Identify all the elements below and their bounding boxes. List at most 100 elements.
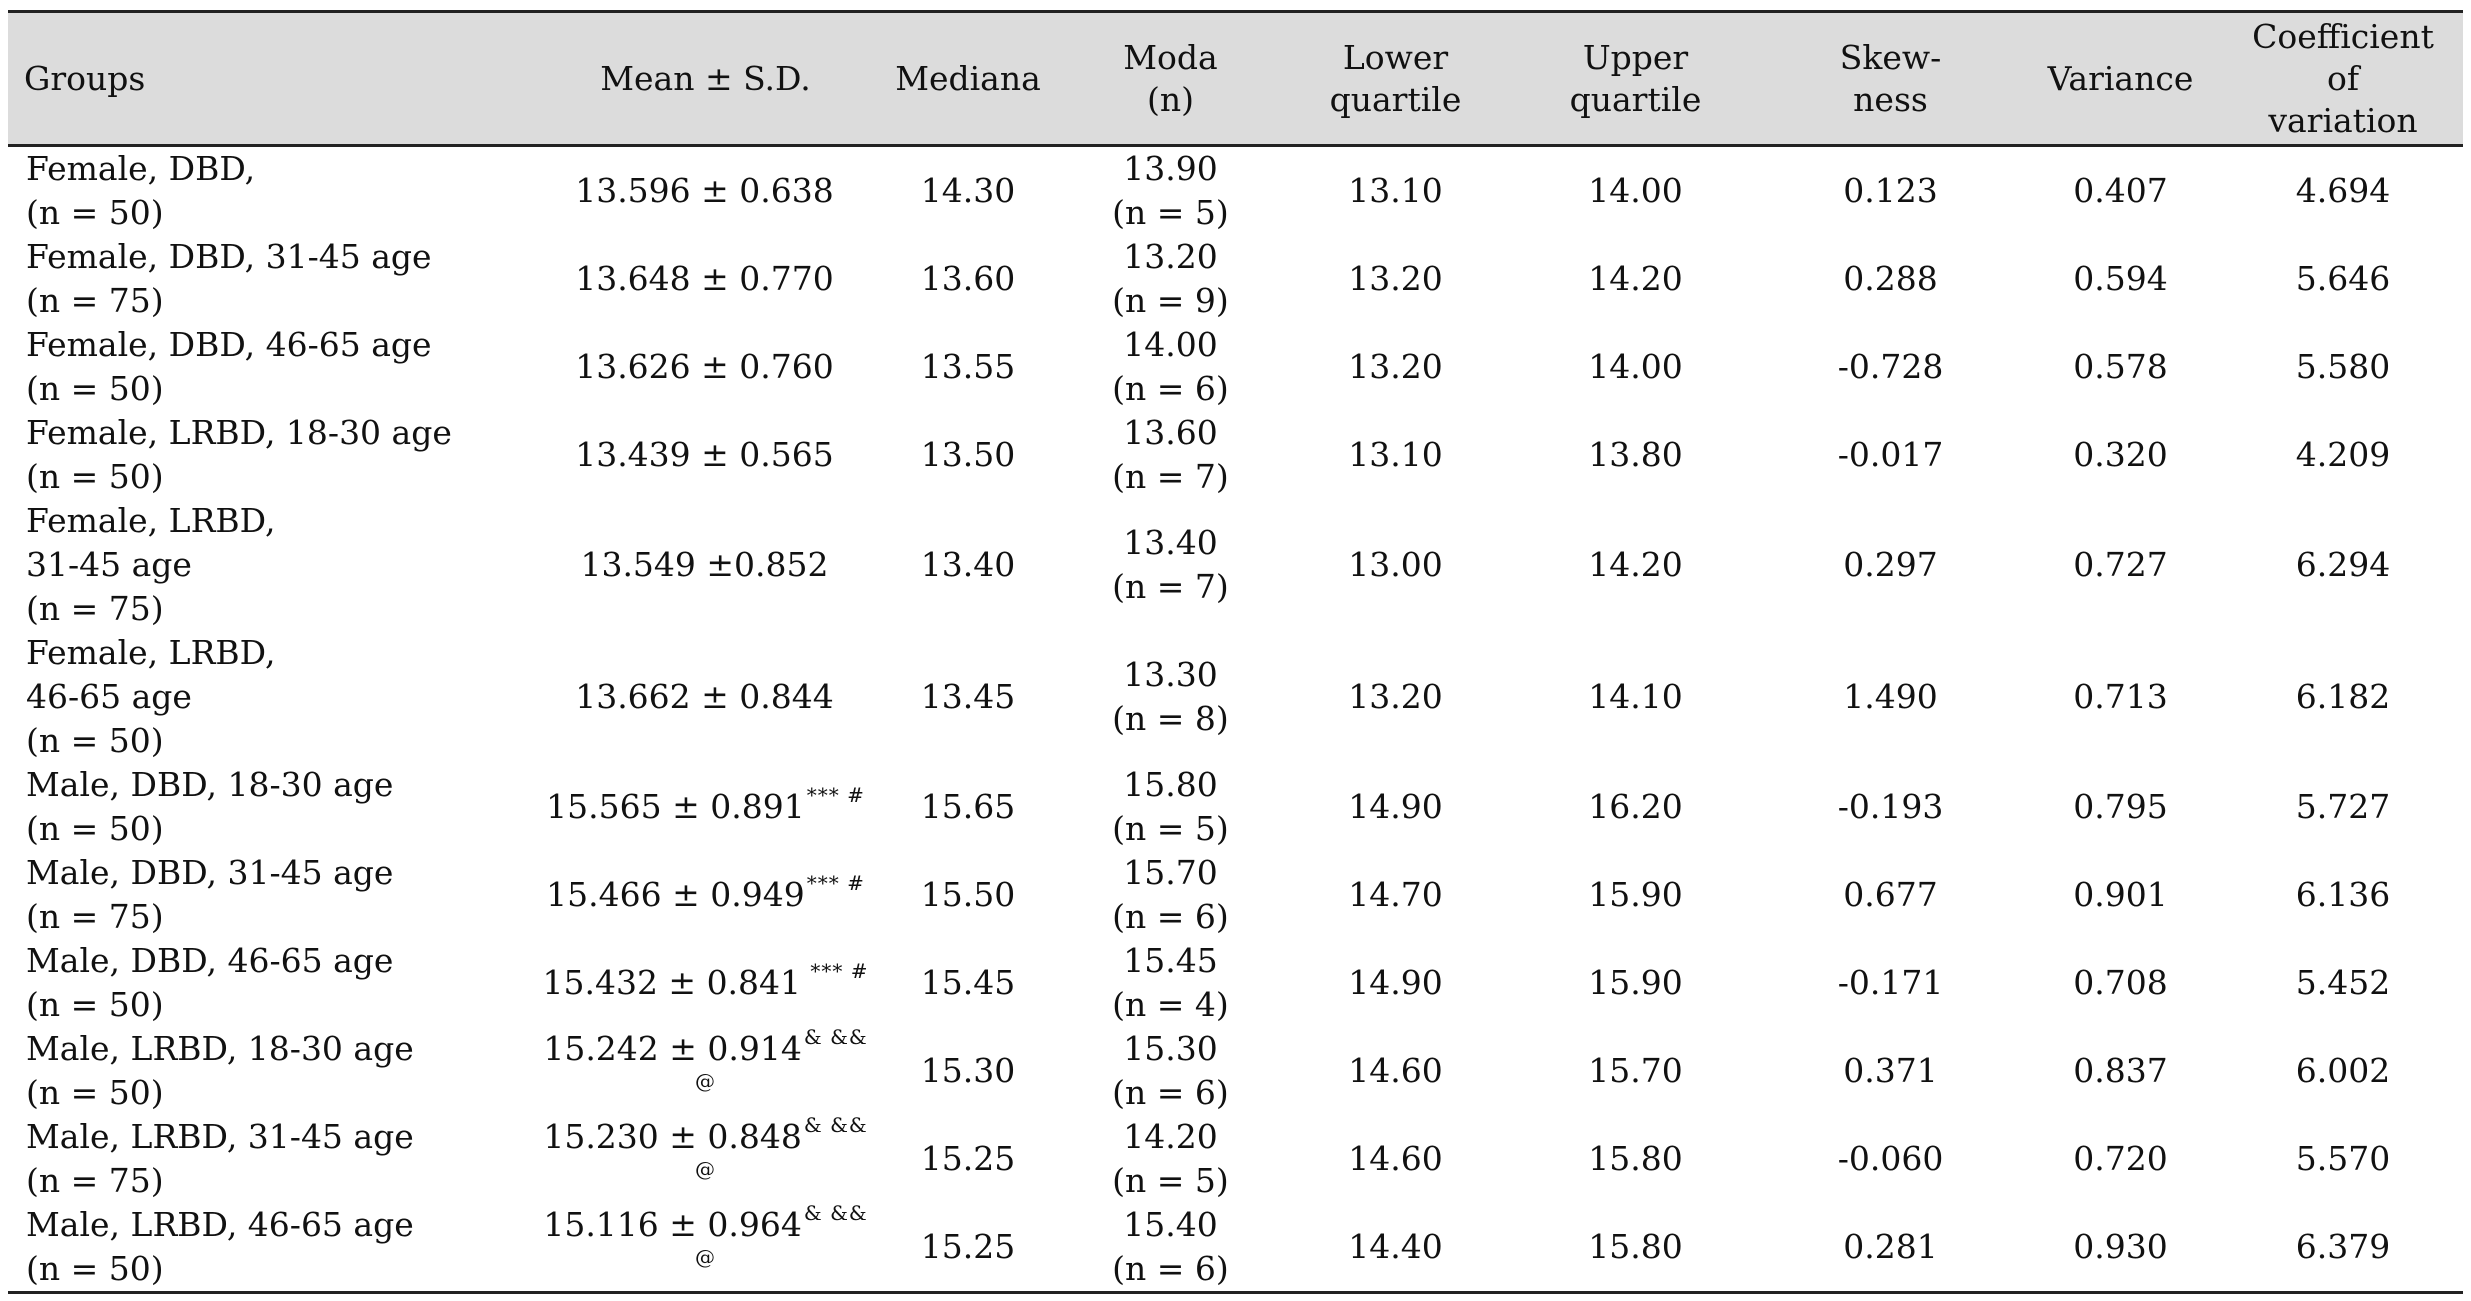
- table-row: Female, DBD, 46-65 age (n = 50) 13.626 ± …: [8, 323, 2463, 411]
- mean-value: 13.549 ±0.852: [580, 545, 829, 584]
- table-row: Male, DBD, 31-45 age (n = 75) 15.466 ± 0.…: [8, 851, 2463, 939]
- cell-group: Male, DBD, 18-30 age (n = 50): [26, 765, 394, 848]
- cell-moda: 13.30 (n = 8): [1112, 655, 1229, 738]
- header-lower-quartile: Lower quartile: [1283, 10, 1508, 147]
- cell-group: Male, LRBD, 18-30 age (n = 50): [26, 1029, 414, 1112]
- cell-coefficient-of-variation: 4.209: [2295, 435, 2391, 474]
- cell-variance: 0.795: [2073, 787, 2168, 826]
- cell-lower-quartile: 14.70: [1348, 875, 1443, 914]
- cell-coefficient-of-variation: 5.646: [2295, 259, 2391, 298]
- cell-moda: 13.40 (n = 7): [1112, 523, 1229, 606]
- cell-moda: 13.20 (n = 9): [1112, 237, 1229, 320]
- table-row: Male, DBD, 18-30 age (n = 50) 15.565 ± 0.…: [8, 763, 2463, 851]
- cell-lower-quartile: 14.60: [1348, 1139, 1443, 1178]
- mean-value: 13.662 ± 0.844: [575, 677, 834, 716]
- cell-mediana: 13.55: [920, 347, 1016, 386]
- cell-coefficient-of-variation: 5.727: [2295, 787, 2391, 826]
- cell-mean: 15.565 ± 0.891 *** #: [533, 763, 878, 851]
- cell-moda: 13.90 (n = 5): [1112, 149, 1229, 232]
- table-row: Male, DBD, 46-65 age (n = 50) 15.432 ± 0.…: [8, 939, 2463, 1027]
- cell-coefficient-of-variation: 6.002: [2295, 1051, 2391, 1090]
- cell-mediana: 15.45: [920, 963, 1016, 1002]
- cell-mean: 13.439 ± 0.565: [533, 411, 878, 499]
- cell-upper-quartile: 14.10: [1588, 677, 1683, 716]
- cell-upper-quartile: 14.00: [1588, 347, 1683, 386]
- cell-variance: 0.708: [2073, 963, 2168, 1002]
- mean-value: 15.565 ± 0.891: [546, 787, 805, 826]
- cell-coefficient-of-variation: 6.182: [2295, 677, 2391, 716]
- significance-marks: *** #: [806, 871, 865, 895]
- cell-mean: 15.432 ± 0.841 *** #: [533, 939, 878, 1027]
- cell-mean: 15.230 ± 0.848 & && @: [533, 1115, 878, 1203]
- cell-upper-quartile: 15.70: [1588, 1051, 1683, 1090]
- cell-lower-quartile: 14.60: [1348, 1051, 1443, 1090]
- cell-group: Female, LRBD, 31-45 age (n = 75): [26, 501, 276, 628]
- cell-skewness: -0.017: [1837, 435, 1944, 474]
- cell-lower-quartile: 14.90: [1348, 787, 1443, 826]
- significance-marks: & && @: [695, 1201, 868, 1269]
- cell-group: Male, LRBD, 46-65 age (n = 50): [8, 1203, 533, 1294]
- header-upper-quartile: Upper quartile: [1508, 10, 1763, 147]
- cell-upper-quartile: 14.20: [1588, 545, 1683, 584]
- cell-moda: 14.00 (n = 6): [1112, 325, 1229, 408]
- cell-mediana: 13.40: [920, 545, 1016, 584]
- significance-marks: *** #: [806, 783, 865, 807]
- header-moda: Moda (n): [1058, 10, 1283, 147]
- cell-group: Female, DBD, 46-65 age (n = 50): [26, 325, 432, 408]
- cell-coefficient-of-variation: 5.452: [2295, 963, 2391, 1002]
- cell-variance: 0.727: [2073, 545, 2168, 584]
- cell-variance: 0.594: [2073, 259, 2168, 298]
- cell-coefficient-of-variation: 5.580: [2295, 347, 2391, 386]
- header-coefficient-of-variation: Coefficient of variation: [2223, 10, 2463, 147]
- header-mediana: Mediana: [878, 10, 1058, 147]
- cell-lower-quartile: 13.20: [1348, 259, 1443, 298]
- cell-lower-quartile: 13.20: [1348, 677, 1443, 716]
- cell-lower-quartile: 14.90: [1348, 963, 1443, 1002]
- cell-variance: 0.713: [2073, 677, 2168, 716]
- cell-skewness: 0.288: [1843, 259, 1938, 298]
- cell-coefficient-of-variation: 6.136: [2295, 875, 2391, 914]
- cell-moda: 15.70 (n = 6): [1112, 853, 1229, 936]
- cell-skewness: 0.281: [1763, 1203, 2018, 1294]
- cell-skewness: 0.371: [1843, 1051, 1938, 1090]
- table-row: Female, DBD, 31-45 age (n = 75) 13.648 ± …: [8, 235, 2463, 323]
- header-skewness: Skew- ness: [1763, 10, 2018, 147]
- header-row: Groups Mean ± S.D. Mediana Moda (n) Lowe…: [8, 10, 2463, 147]
- cell-coefficient-of-variation: 6.379: [2223, 1203, 2463, 1294]
- cell-upper-quartile: 15.90: [1588, 963, 1683, 1002]
- significance-marks: *** #: [803, 959, 869, 983]
- cell-lower-quartile: 14.40: [1283, 1203, 1508, 1294]
- cell-moda: 13.60 (n = 7): [1112, 413, 1229, 496]
- significance-marks: & && @: [695, 1025, 868, 1093]
- cell-mean: 13.648 ± 0.770: [533, 235, 878, 323]
- cell-coefficient-of-variation: 6.294: [2295, 545, 2391, 584]
- cell-variance: 0.578: [2073, 347, 2168, 386]
- cell-moda: 15.45 (n = 4): [1112, 941, 1229, 1024]
- cell-mean: 13.549 ±0.852: [533, 499, 878, 631]
- cell-upper-quartile: 15.80: [1508, 1203, 1763, 1294]
- cell-mediana: 15.50: [920, 875, 1016, 914]
- cell-skewness: 0.123: [1843, 171, 1938, 210]
- cell-coefficient-of-variation: 5.570: [2295, 1139, 2391, 1178]
- cell-upper-quartile: 13.80: [1588, 435, 1683, 474]
- cell-mean: 15.116 ± 0.964 & && @: [533, 1201, 878, 1294]
- cell-mediana: 15.25: [878, 1203, 1058, 1294]
- cell-mediana: 15.25: [920, 1139, 1016, 1178]
- cell-group: Male, DBD, 31-45 age (n = 75): [26, 853, 394, 936]
- table-row: Female, LRBD, 18-30 age (n = 50) 13.439 ±…: [8, 411, 2463, 499]
- cell-mediana: 15.30: [920, 1051, 1016, 1090]
- cell-moda: 15.80 (n = 5): [1112, 765, 1229, 848]
- cell-variance: 0.407: [2073, 171, 2168, 210]
- cell-mediana: 13.60: [920, 259, 1016, 298]
- cell-mean: 13.596 ± 0.638: [533, 146, 878, 236]
- table-header: Groups Mean ± S.D. Mediana Moda (n) Lowe…: [8, 10, 2463, 147]
- header-mean: Mean ± S.D.: [533, 10, 878, 147]
- cell-variance: 0.720: [2073, 1139, 2168, 1178]
- table-row: Female, LRBD, 46-65 age (n = 50) 13.662 ±…: [8, 631, 2463, 763]
- table-row: Female, DBD, (n = 50) 13.596 ± 0.638 14.30…: [8, 146, 2463, 236]
- cell-group: Female, DBD, 31-45 age (n = 75): [26, 237, 432, 320]
- cell-skewness: -0.728: [1837, 347, 1944, 386]
- cell-upper-quartile: 14.00: [1588, 171, 1683, 210]
- table-row: Female, LRBD, 31-45 age (n = 75) 13.549 ±…: [8, 499, 2463, 631]
- cell-mean: 13.662 ± 0.844: [533, 631, 878, 763]
